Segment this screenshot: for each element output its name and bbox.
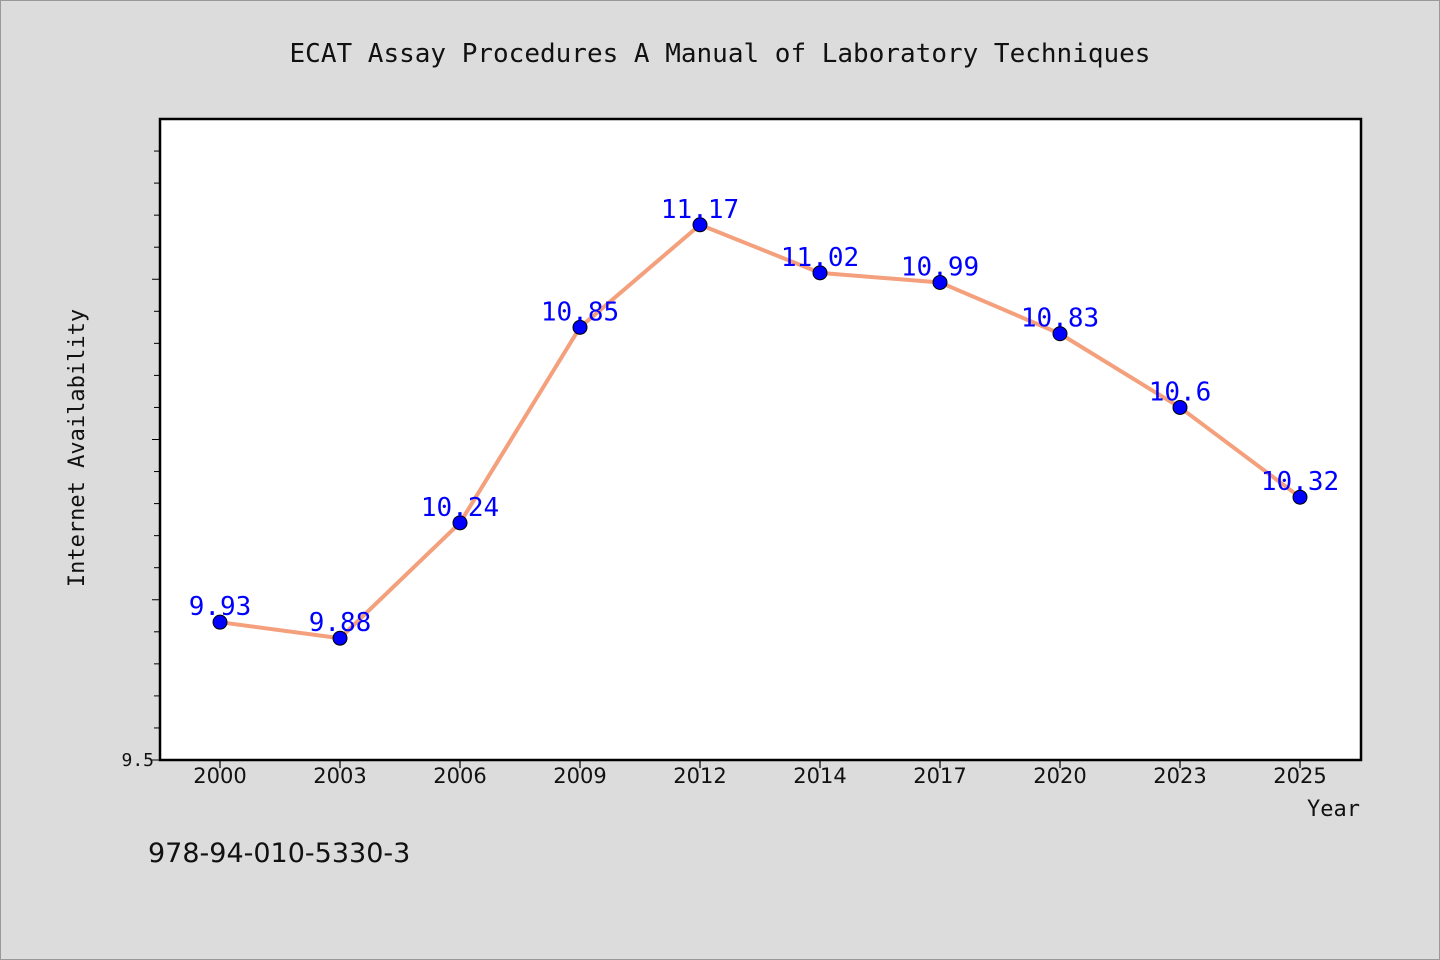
x-tick-label: 2000 [193,764,246,788]
data-label: 10.32 [1261,467,1339,497]
data-label: 10.83 [1021,304,1099,334]
data-label: 10.24 [421,493,499,523]
x-tick-label: 2025 [1273,764,1326,788]
x-axis: 2000 2003 2006 2009 2012 2014 2017 2020 2023 2025 [193,760,1327,788]
plot-area [158,117,1363,762]
x-tick-label: 2017 [913,764,966,788]
data-point [452,515,468,531]
x-tick-label: 2012 [673,764,726,788]
series-layer: 9.93 9.88 10.24 10.85 11.17 11.02 10.99 10.83 10… [189,195,1339,646]
data-point [332,630,348,646]
data-label: 11.02 [781,243,859,273]
series-line [218,222,1302,641]
data-point [572,319,588,335]
y-axis: 9.5 [121,150,160,771]
data-label: 10.6 [1149,377,1212,407]
data-point [692,217,708,233]
data-label: 9.88 [309,608,372,638]
data-label: 10.99 [901,252,979,282]
data-point [1052,326,1068,342]
data-point [932,274,948,290]
chart-title: ECAT Assay Procedures A Manual of Labora… [290,39,1151,69]
x-tick-label: 2009 [553,764,606,788]
data-label: 10.85 [541,297,619,327]
data-point [1172,399,1188,415]
data-label: 9.93 [189,592,252,622]
x-tick-label: 2020 [1033,764,1086,788]
data-label: 11.17 [661,195,739,225]
data-point [212,614,228,630]
x-tick-label: 2014 [793,764,846,788]
data-point [812,265,828,281]
x-tick-label: 2006 [433,764,486,788]
x-tick-label: 2003 [313,764,366,788]
x-axis-label: Year [1307,797,1360,822]
y-tick-label: 9.5 [121,750,154,771]
isbn-text: 978-94-010-5330-3 [148,838,410,869]
data-point [1292,489,1308,505]
y-axis-label: Internet Availability [65,309,90,587]
x-tick-label: 2023 [1153,764,1206,788]
